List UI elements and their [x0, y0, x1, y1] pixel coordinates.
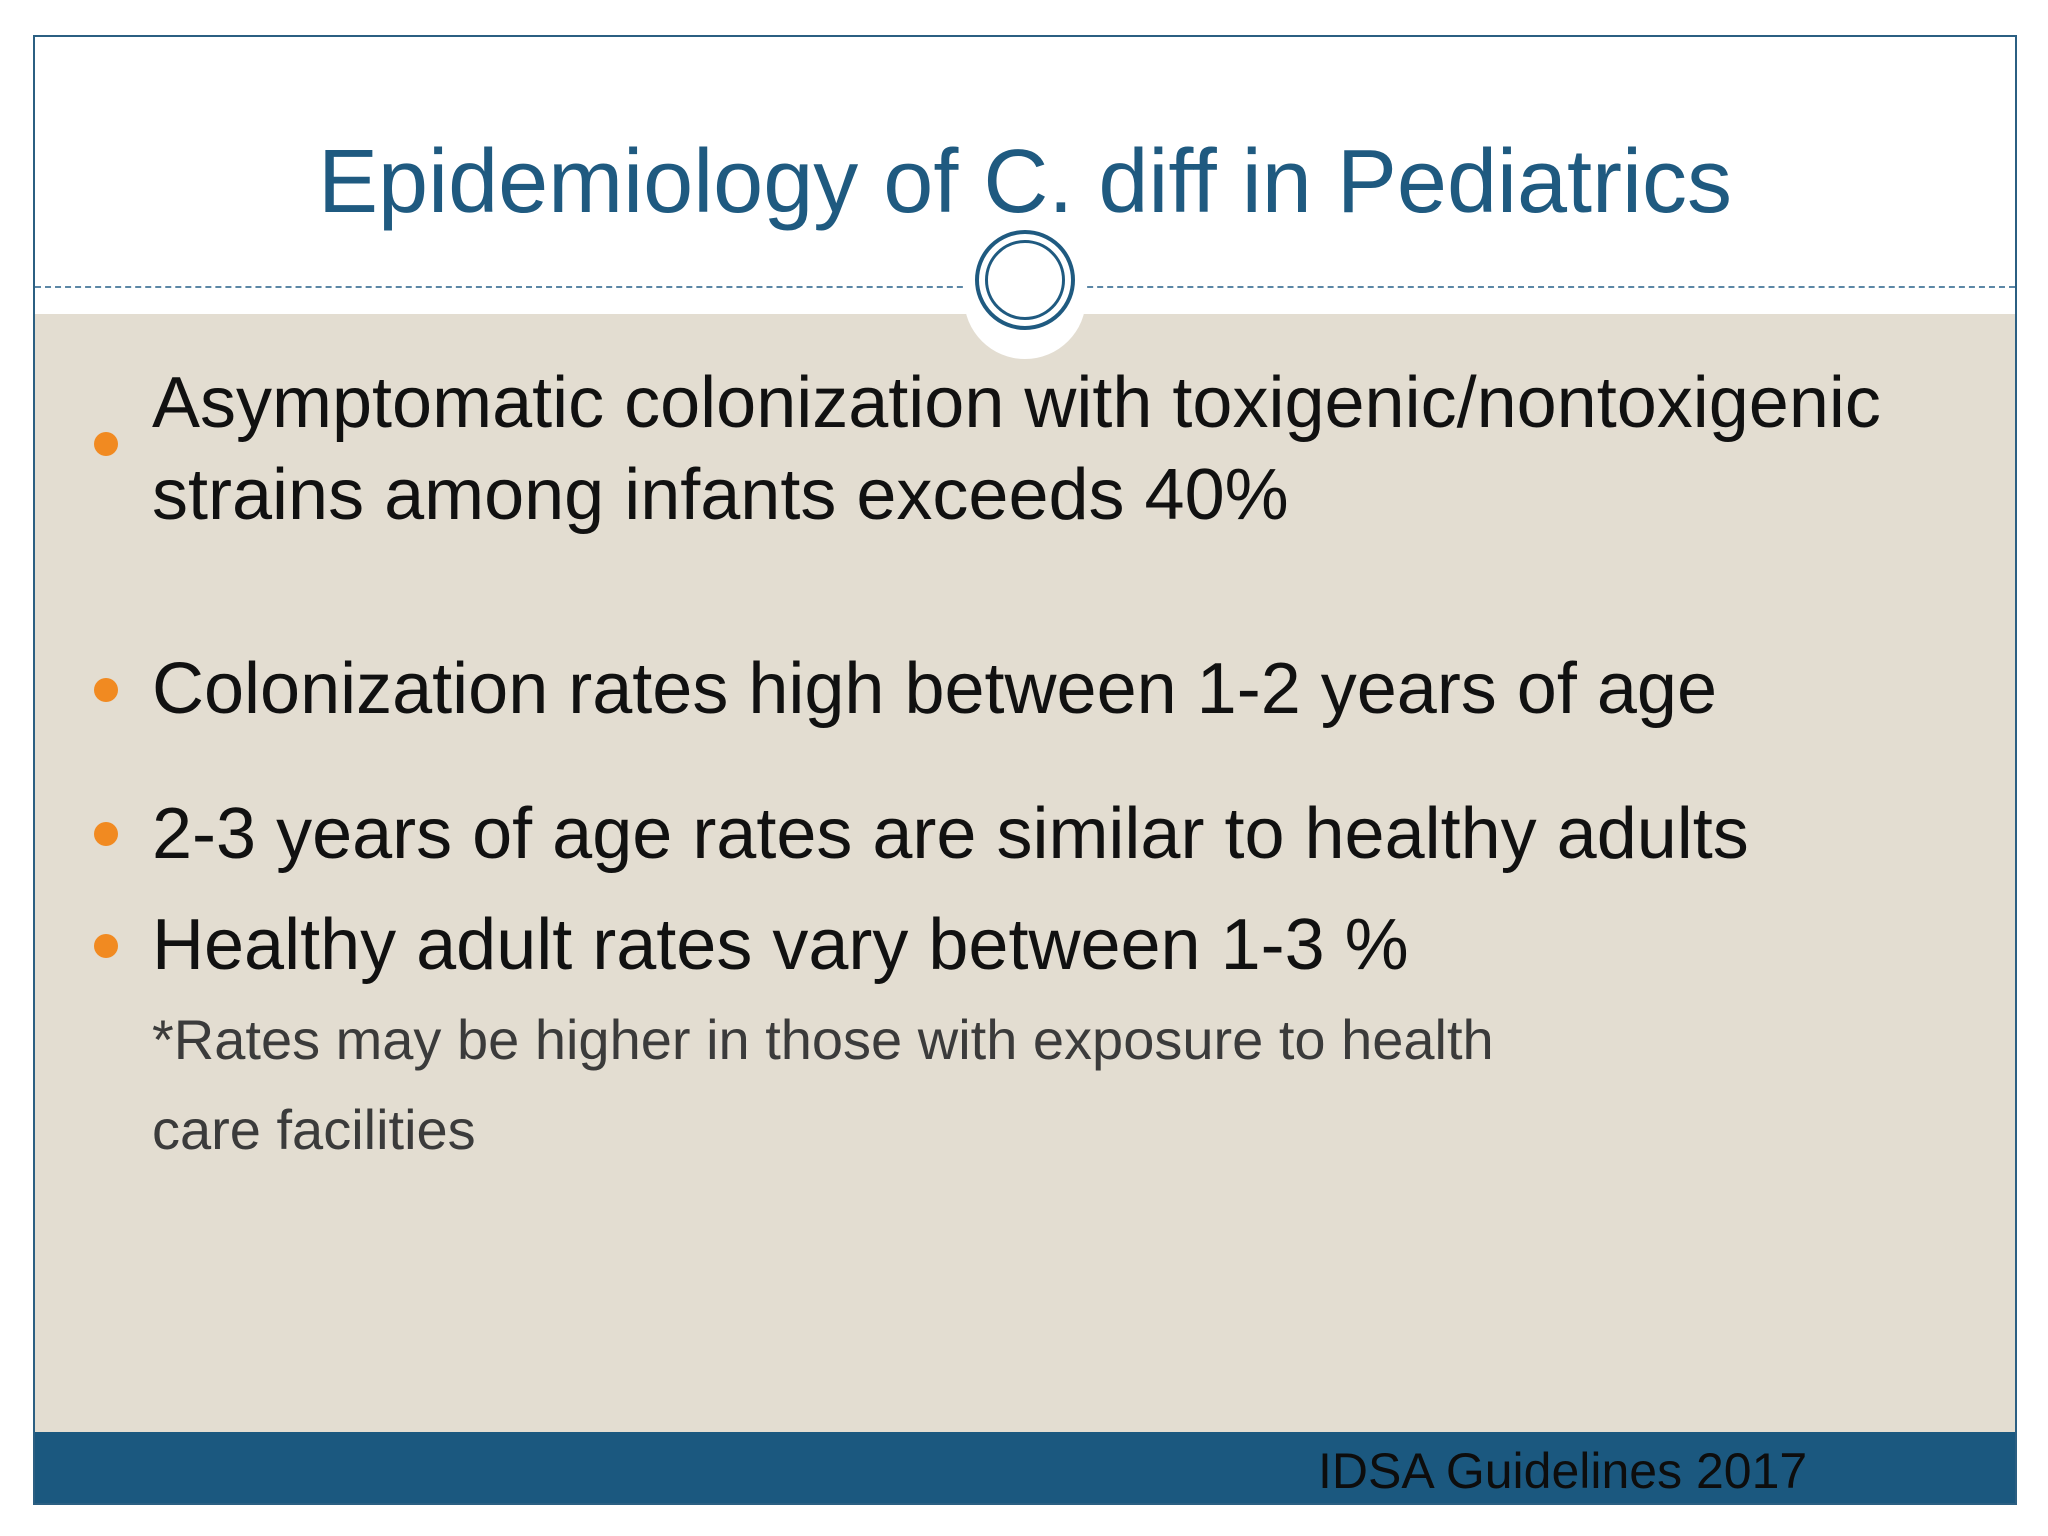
footnote-text-continuation: care facilities: [152, 1098, 476, 1161]
bullet-text: Asymptomatic colonization with toxigenic…: [152, 363, 1881, 443]
footnote-text: *Rates may be higher in those with expos…: [152, 1008, 1494, 1071]
bullet-text: 2-3 years of age rates are similar to he…: [152, 794, 1749, 874]
slide-title: Epidemiology of C. diff in Pediatrics: [317, 132, 1733, 232]
bullet-dot-icon: [94, 678, 118, 702]
circle-ornament-inner-ring: [985, 240, 1065, 320]
bullet-dot-icon: [94, 822, 118, 846]
slide: Epidemiology of C. diff in Pediatrics As…: [33, 35, 2017, 1505]
bullet-text: Healthy adult rates vary between 1-3 %: [152, 905, 1409, 985]
bullet-text: Colonization rates high between 1-2 year…: [152, 649, 1717, 729]
circle-ornament-icon: [975, 230, 1075, 330]
footer-bar: IDSA Guidelines 2017: [35, 1432, 2015, 1503]
content-area: Asymptomatic colonization with toxigenic…: [35, 314, 2015, 1432]
bullet-text-continuation: strains among infants exceeds 40%: [152, 455, 1289, 535]
bullet-dot-icon: [94, 432, 118, 456]
bullet-dot-icon: [94, 934, 118, 958]
bullet-list: Asymptomatic colonization with toxigenic…: [35, 314, 2015, 1432]
footer-citation: IDSA Guidelines 2017: [1318, 1443, 1808, 1499]
